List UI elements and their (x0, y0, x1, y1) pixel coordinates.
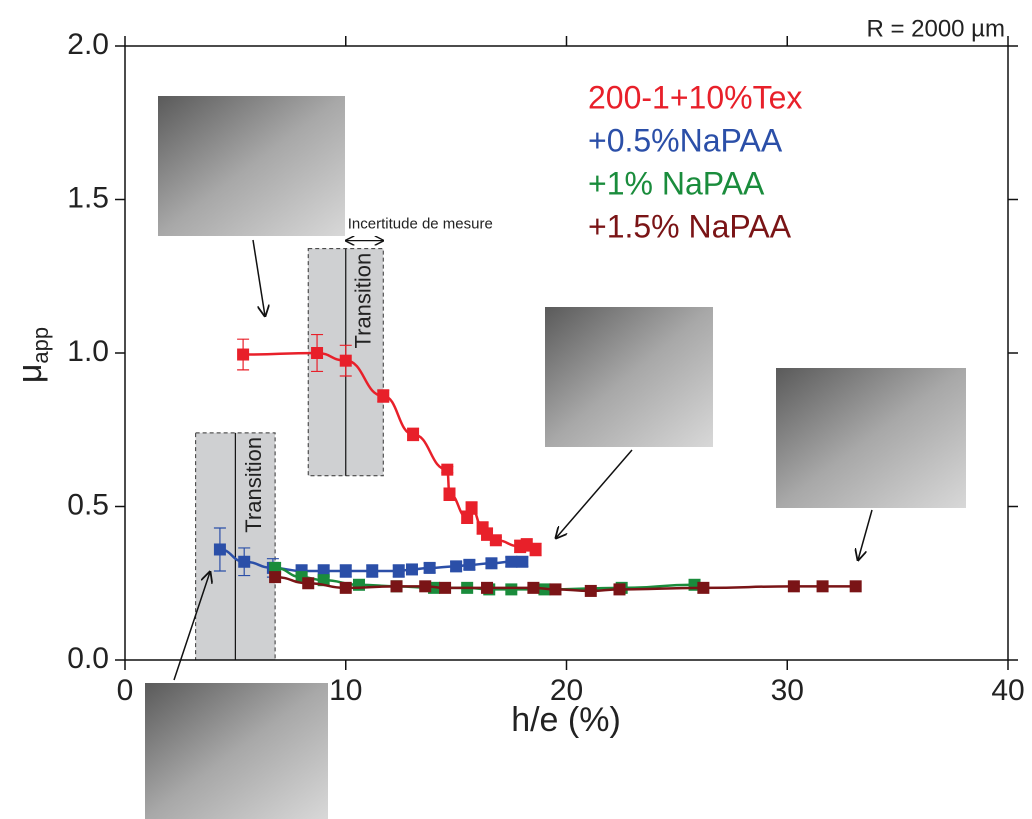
y-label-main: μ (11, 364, 49, 384)
arrow (858, 509, 873, 560)
point (450, 560, 463, 573)
point (377, 389, 390, 402)
x-tick-label: 30 (771, 674, 804, 707)
annotation: R = 2000 µm (866, 15, 1005, 42)
x-tick-label: 0 (117, 674, 134, 707)
point (302, 577, 315, 590)
y-tick-label: 1.5 (67, 181, 109, 214)
point (529, 543, 542, 556)
inset-photo (776, 368, 966, 508)
point (311, 347, 324, 359)
point (527, 581, 540, 594)
point (407, 428, 420, 441)
point (269, 571, 282, 584)
point (238, 555, 251, 568)
point (419, 580, 432, 593)
x-tick-label: 10 (329, 674, 362, 707)
y-axis-label: μapp (11, 327, 53, 383)
point (787, 580, 800, 593)
point (465, 502, 478, 515)
y-tick-label: 0.0 (67, 642, 109, 675)
point (339, 581, 352, 594)
point (481, 581, 494, 594)
point (405, 563, 418, 576)
inset-photo (145, 683, 328, 819)
x-axis-label: h/e (%) (511, 701, 621, 739)
point (849, 580, 862, 593)
point (485, 557, 498, 570)
point (339, 564, 352, 577)
transition-label: Transition (350, 253, 375, 349)
legend-entry: 200-1+10%Tex (588, 79, 802, 115)
fit-line (243, 351, 536, 551)
point (505, 555, 518, 568)
point (463, 558, 476, 571)
point (549, 583, 562, 596)
point (613, 583, 626, 596)
legend-entry: +0.5%NaPAA (588, 122, 783, 158)
inset-photo (158, 96, 345, 236)
inset-photo (545, 307, 713, 447)
point (505, 583, 518, 596)
arrow (556, 449, 633, 538)
point (269, 561, 282, 574)
point (366, 564, 379, 577)
point (697, 581, 710, 594)
point (423, 561, 436, 574)
point (516, 555, 529, 568)
point (441, 463, 454, 476)
legend-entry: +1.5% NaPAA (588, 208, 792, 244)
transition-label: Transition (241, 437, 266, 533)
point (392, 564, 405, 577)
point (237, 348, 250, 361)
arrow (252, 239, 265, 316)
x-tick-label: 40 (991, 674, 1024, 707)
x-tick-label: 20 (550, 674, 583, 707)
y-tick-label: 2.0 (67, 28, 109, 61)
point (439, 581, 452, 594)
point (213, 543, 226, 556)
arrow (173, 572, 210, 681)
y-tick-label: 0.5 (67, 488, 109, 521)
point (390, 580, 403, 593)
y-label-sub: app (28, 327, 53, 364)
y-tick-label: 1.0 (67, 335, 109, 368)
point (489, 534, 502, 547)
inset-photos (145, 96, 966, 819)
uncertainty-label: Incertitude de mesure (348, 216, 493, 233)
point (816, 580, 829, 593)
point (443, 488, 456, 501)
point (317, 564, 330, 577)
point (339, 354, 352, 367)
legend-entry: +1% NaPAA (588, 165, 765, 201)
point (584, 584, 597, 597)
